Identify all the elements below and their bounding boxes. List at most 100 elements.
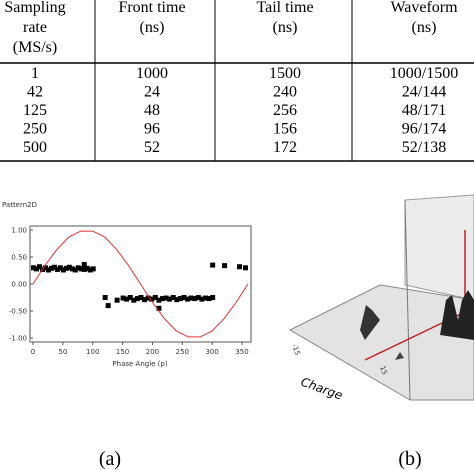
point	[84, 265, 90, 271]
table-header: rate	[23, 19, 47, 36]
point	[210, 295, 216, 300]
point	[210, 262, 216, 268]
table-header: Front time	[118, 0, 185, 16]
x-axis-label: Phase Angle (p)	[112, 360, 167, 368]
point	[102, 295, 108, 300]
surface-plot	[275, 194, 474, 405]
x-tick-label: 250	[176, 348, 189, 356]
table-cell: 1500	[269, 65, 301, 82]
point	[63, 265, 69, 271]
point	[57, 265, 63, 271]
point	[149, 296, 155, 302]
point	[170, 295, 176, 300]
table-cell: 240	[273, 84, 297, 101]
table-cell: 24/144	[402, 84, 446, 101]
point	[127, 295, 133, 300]
point	[192, 296, 198, 302]
y-tick-label: 1.00	[11, 227, 27, 235]
point	[120, 295, 126, 301]
point	[237, 264, 243, 270]
point	[188, 295, 194, 301]
table-dividers	[94, 0, 353, 161]
table-cell: 24	[144, 84, 160, 101]
table-cell: 1000	[136, 65, 168, 82]
plot-title: Pattern2D	[2, 201, 37, 209]
point	[42, 265, 48, 271]
point	[243, 265, 249, 271]
x-tick-label: 350	[235, 348, 248, 356]
point	[206, 296, 212, 302]
point	[33, 266, 39, 272]
sine-line	[32, 230, 249, 338]
caption: (a)	[99, 448, 121, 470]
point	[195, 295, 201, 300]
point	[48, 265, 54, 271]
table-header: (MS/s)	[13, 39, 57, 56]
x-tick-label: 100	[86, 348, 99, 356]
x-tick-label: 200	[146, 348, 159, 356]
y-tick-label: 0.00	[11, 281, 27, 289]
table-cell: 1	[31, 65, 39, 82]
y-tick-label: 0.50	[11, 254, 27, 262]
point	[145, 295, 151, 301]
point	[69, 266, 75, 272]
point	[134, 296, 140, 302]
point	[156, 305, 162, 311]
table-cell: 96/174	[402, 121, 446, 138]
table-cell: 52/138	[402, 139, 446, 156]
y-tick-label: -0.50	[9, 308, 27, 316]
table-cell: 256	[273, 102, 297, 119]
point	[81, 262, 87, 268]
table-cell: 156	[273, 121, 297, 138]
point	[31, 265, 36, 271]
point	[60, 267, 66, 273]
table-header: Waveform	[390, 0, 458, 16]
point	[72, 267, 78, 273]
table-header: (ns)	[412, 19, 437, 36]
point	[203, 295, 208, 301]
point	[163, 295, 169, 301]
point	[152, 295, 158, 300]
table-cell: 172	[273, 139, 297, 156]
point	[222, 263, 228, 269]
point	[167, 296, 173, 302]
caption: (b)	[398, 448, 421, 470]
x-tick-label: 300	[205, 348, 218, 356]
point	[36, 264, 42, 270]
table-header: (ns)	[273, 19, 298, 36]
point	[54, 266, 60, 272]
point	[174, 297, 180, 303]
tick-label: -15	[290, 343, 301, 356]
x-tick-label: 150	[116, 348, 129, 356]
tick-label: 15	[378, 365, 389, 376]
point	[156, 297, 162, 303]
table-cell: 42	[27, 84, 43, 101]
table-cell: 500	[23, 139, 47, 156]
point	[142, 297, 148, 303]
point	[81, 266, 87, 272]
point	[138, 295, 144, 300]
table-cell: 48/171	[402, 102, 446, 119]
point	[177, 296, 183, 302]
point	[105, 303, 111, 309]
point	[181, 295, 187, 300]
point	[87, 267, 93, 273]
table-header: Tail time	[256, 0, 313, 16]
point	[75, 265, 81, 271]
x-tick-label: 50	[58, 348, 67, 356]
point	[185, 296, 191, 302]
point	[45, 267, 51, 273]
table-header: (ns)	[140, 19, 165, 36]
table-header: Sampling	[4, 0, 65, 16]
point	[160, 296, 165, 302]
table-cell: 250	[23, 121, 47, 138]
table-cell: 96	[144, 121, 160, 138]
table-cell: 1000/1500	[390, 65, 458, 82]
table-cell: 52	[144, 139, 160, 156]
table-cell: 48	[144, 102, 160, 119]
point	[114, 297, 120, 303]
table-cell: 125	[23, 102, 47, 119]
point	[51, 264, 57, 270]
point	[78, 266, 84, 272]
